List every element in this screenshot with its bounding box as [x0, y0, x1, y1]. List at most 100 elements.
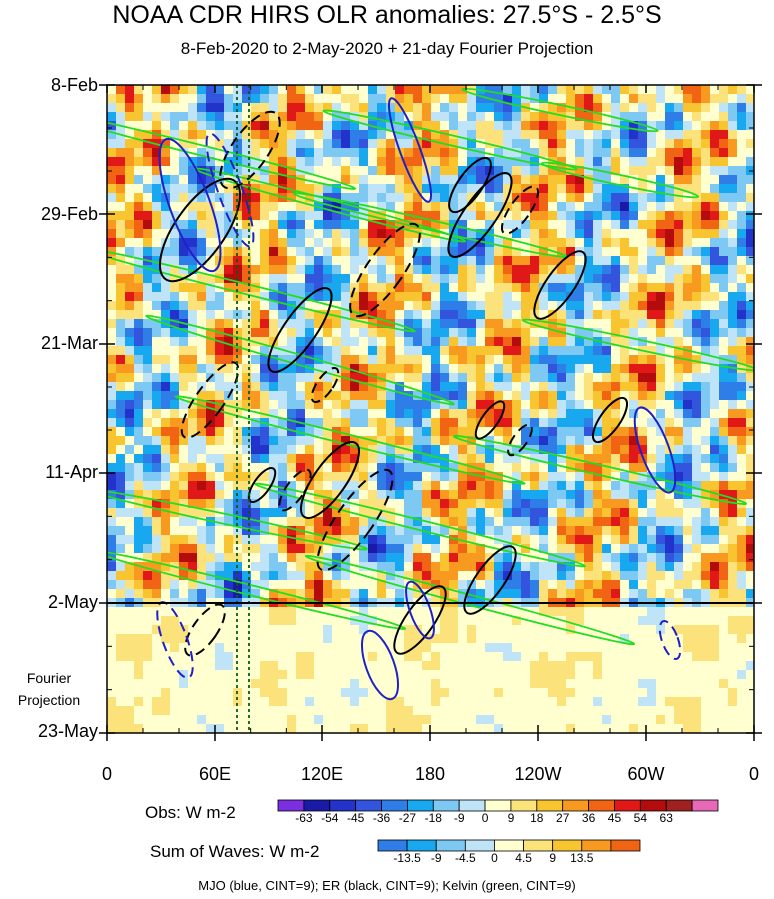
anomaly-cell — [125, 526, 135, 536]
anomaly-cell — [422, 418, 432, 428]
anomaly-cell — [287, 211, 297, 221]
anomaly-cell — [305, 481, 315, 491]
anomaly-cell — [746, 175, 754, 185]
anomaly-cell — [224, 265, 234, 275]
anomaly-cell — [611, 688, 621, 698]
anomaly-cell — [359, 589, 369, 599]
anomaly-cell — [485, 652, 495, 662]
anomaly-cell — [206, 589, 216, 599]
anomaly-cell — [476, 517, 486, 527]
anomaly-cell — [179, 193, 189, 203]
anomaly-cell — [467, 364, 477, 374]
anomaly-cell — [134, 571, 144, 581]
anomaly-cell — [368, 517, 378, 527]
anomaly-cell — [143, 94, 153, 104]
anomaly-cell — [575, 472, 585, 482]
anomaly-cell — [125, 535, 135, 545]
anomaly-cell — [521, 625, 531, 635]
anomaly-cell — [359, 328, 369, 338]
anomaly-cell — [737, 319, 747, 329]
anomaly-cell — [305, 418, 315, 428]
anomaly-cell — [683, 310, 693, 320]
anomaly-cell — [566, 697, 576, 707]
anomaly-cell — [575, 139, 585, 149]
anomaly-cell — [422, 238, 432, 248]
anomaly-cell — [458, 427, 468, 437]
anomaly-cell — [665, 544, 675, 554]
anomaly-cell — [638, 274, 648, 284]
anomaly-cell — [179, 355, 189, 365]
anomaly-cell — [431, 427, 441, 437]
anomaly-cell — [386, 310, 396, 320]
anomaly-cell — [701, 490, 711, 500]
anomaly-cell — [395, 526, 405, 536]
anomaly-cell — [377, 490, 387, 500]
anomaly-cell — [260, 184, 270, 194]
anomaly-cell — [674, 472, 684, 482]
anomaly-cell — [575, 94, 585, 104]
anomaly-cell — [134, 283, 144, 293]
anomaly-cell — [692, 391, 702, 401]
anomaly-cell — [323, 202, 333, 212]
anomaly-cell — [377, 94, 387, 104]
anomaly-cell — [611, 346, 621, 356]
anomaly-cell — [359, 688, 369, 698]
anomaly-cell — [539, 508, 549, 518]
anomaly-cell — [746, 373, 754, 383]
anomaly-cell — [323, 589, 333, 599]
anomaly-cell — [557, 508, 567, 518]
anomaly-cell — [440, 382, 450, 392]
anomaly-cell — [125, 274, 135, 284]
anomaly-cell — [260, 355, 270, 365]
anomaly-cell — [296, 589, 306, 599]
anomaly-cell — [674, 121, 684, 131]
anomaly-cell — [161, 679, 171, 689]
anomaly-cell — [449, 418, 459, 428]
anomaly-cell — [125, 355, 135, 365]
anomaly-cell — [152, 634, 162, 644]
anomaly-cell — [593, 499, 603, 509]
anomaly-cell — [665, 301, 675, 311]
anomaly-cell — [287, 274, 297, 284]
anomaly-cell — [746, 607, 754, 617]
anomaly-cell — [557, 283, 567, 293]
anomaly-cell — [458, 607, 468, 617]
anomaly-cell — [476, 508, 486, 518]
anomaly-cell — [422, 679, 432, 689]
anomaly-cell — [737, 130, 747, 140]
anomaly-cell — [485, 202, 495, 212]
anomaly-cell — [476, 679, 486, 689]
anomaly-cell — [296, 319, 306, 329]
anomaly-cell — [386, 148, 396, 158]
anomaly-cell — [152, 652, 162, 662]
anomaly-cell — [431, 148, 441, 158]
anomaly-cell — [701, 256, 711, 266]
anomaly-cell — [548, 112, 558, 122]
anomaly-cell — [458, 373, 468, 383]
anomaly-cell — [485, 301, 495, 311]
anomaly-cell — [746, 274, 754, 284]
anomaly-cell — [413, 175, 423, 185]
anomaly-cell — [125, 670, 135, 680]
anomaly-cell — [107, 103, 117, 113]
anomaly-cell — [179, 679, 189, 689]
anomaly-cell — [737, 265, 747, 275]
anomaly-cell — [188, 166, 198, 176]
anomaly-cell — [629, 454, 639, 464]
anomaly-cell — [692, 337, 702, 347]
anomaly-cell — [440, 238, 450, 248]
anomaly-cell — [224, 535, 234, 545]
anomaly-cell — [521, 85, 531, 95]
anomaly-cell — [116, 616, 126, 626]
anomaly-cell — [728, 643, 738, 653]
anomaly-cell — [323, 670, 333, 680]
anomaly-cell — [458, 616, 468, 626]
anomaly-cell — [359, 634, 369, 644]
anomaly-cell — [737, 616, 747, 626]
anomaly-cell — [332, 274, 342, 284]
anomaly-cell — [107, 85, 117, 95]
anomaly-cell — [206, 508, 216, 518]
anomaly-cell — [224, 130, 234, 140]
anomaly-cell — [143, 625, 153, 635]
anomaly-cell — [251, 103, 261, 113]
